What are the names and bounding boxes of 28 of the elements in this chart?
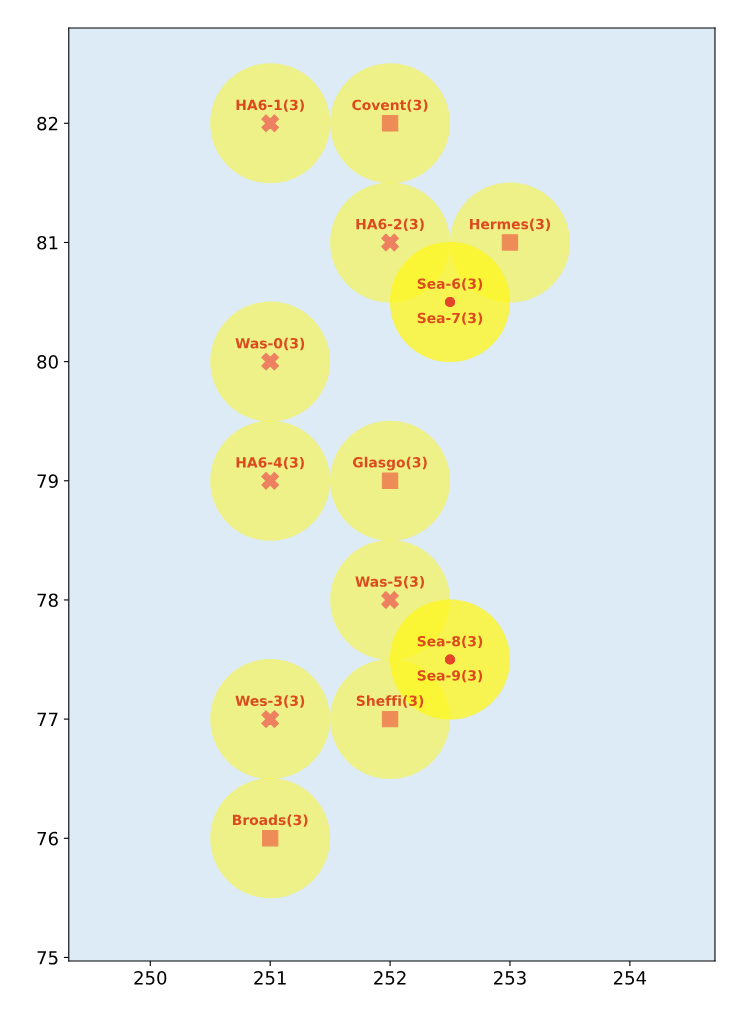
annotation: Sea-6(3)	[417, 278, 483, 291]
annotation: Was-5(3)	[355, 576, 425, 589]
annotation: HA6-4(3)	[236, 456, 304, 470]
annotation: Broads(3)	[233, 814, 308, 827]
y-tick-label: 80	[37, 355, 58, 369]
y-tick-label: 77	[37, 712, 58, 726]
annotation: Wes-3(3)	[235, 695, 305, 708]
annotation: Glasgo(3)	[352, 456, 427, 471]
x-tick-label: 251	[254, 971, 286, 985]
y-tick-label: 79	[37, 474, 58, 488]
y-tick-label: 78	[37, 593, 58, 608]
annotation: Was-0(3)	[235, 337, 305, 351]
y-tick-label: 76	[37, 831, 58, 846]
x-tick-label: 253	[494, 971, 526, 985]
annotation: Sea-9(3)	[417, 669, 483, 683]
annotation: Sea-7(3)	[417, 312, 483, 325]
x-tick-label: 252	[374, 971, 406, 985]
y-tick-label: 81	[37, 235, 58, 250]
annotation: HA6-1(3)	[236, 99, 304, 112]
annotation: Sea-8(3)	[417, 635, 483, 649]
annotation: Sheffi(3)	[356, 695, 424, 708]
annotation: HA6-2(3)	[356, 218, 424, 231]
y-tick-label: 82	[37, 116, 58, 131]
x-tick-label: 250	[134, 971, 167, 985]
annotation: Covent(3)	[352, 99, 428, 112]
x-tick-label: 254	[613, 971, 647, 985]
annotation: Hermes(3)	[470, 218, 550, 231]
y-tick-label: 75	[37, 951, 58, 965]
